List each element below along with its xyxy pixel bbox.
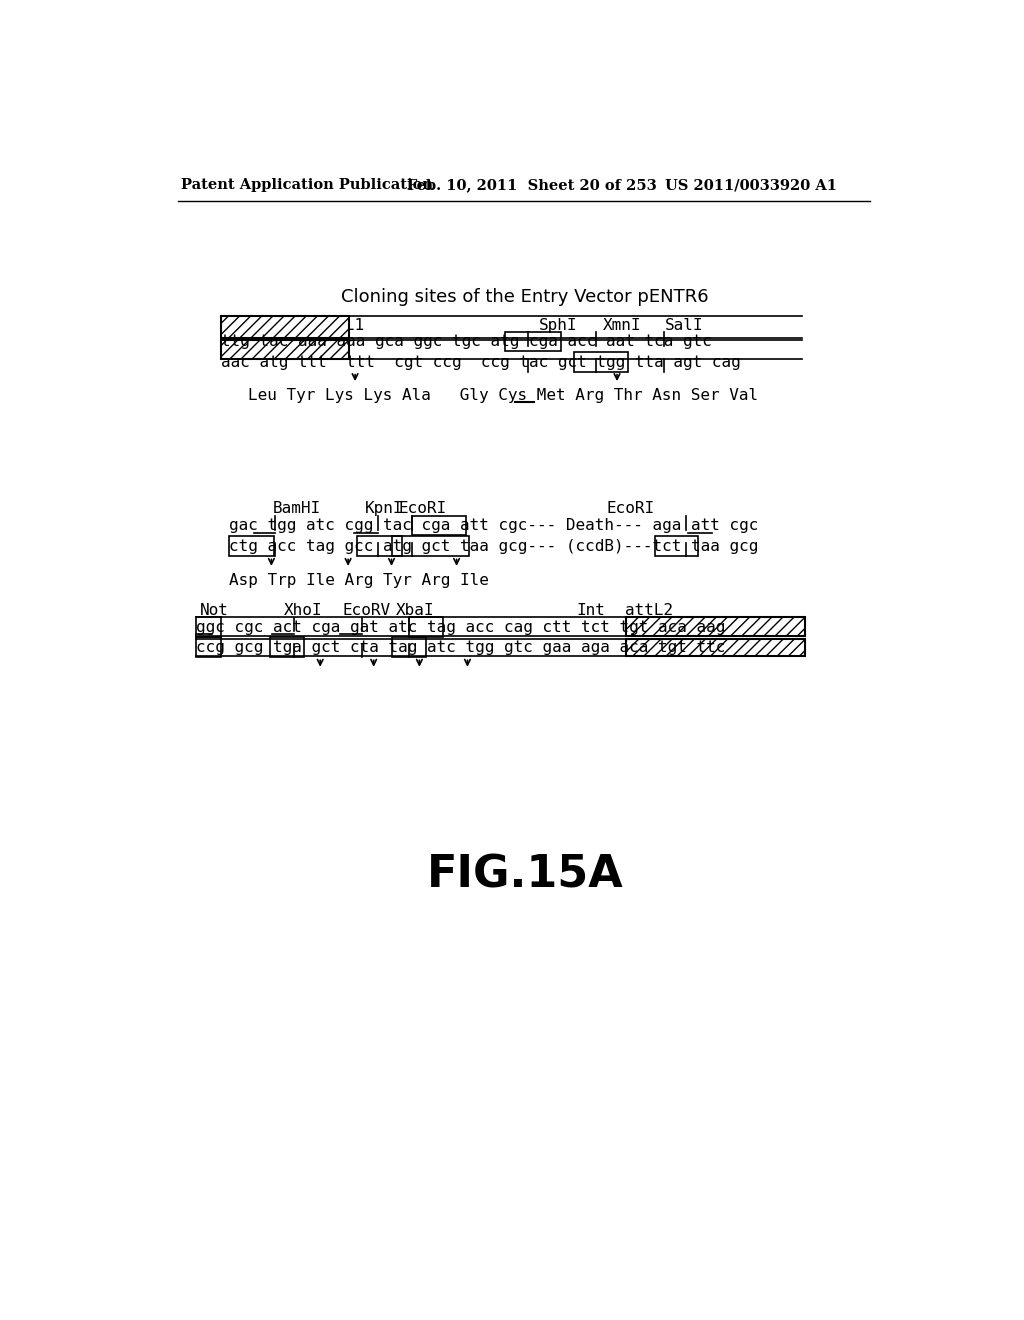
Text: gac tgg atc cgg tac cga att cgc--- Death--- aga att cgc: gac tgg atc cgg tac cga att cgc--- Death… — [228, 519, 758, 533]
Text: Cloning sites of the Entry Vector pENTR6: Cloning sites of the Entry Vector pENTR6 — [341, 288, 709, 306]
Text: FIG.15A: FIG.15A — [426, 853, 624, 896]
Text: BamHI: BamHI — [272, 502, 321, 516]
Text: SalI: SalI — [666, 318, 703, 333]
Bar — [627, 639, 805, 656]
Bar — [221, 317, 349, 338]
Bar — [221, 341, 349, 359]
Text: EcoRI: EcoRI — [398, 502, 446, 516]
Text: aac atg ttt  ttt  cgt ccg  ccg tac gct tgg tta agt cag: aac atg ttt ttt cgt ccg ccg tac gct tgg … — [221, 355, 740, 370]
Text: ctg acc tag gcc atg gct taa gcg--- (ccdB)---tct taa gcg: ctg acc tag gcc atg gct taa gcg--- (ccdB… — [228, 539, 758, 554]
Text: attL1: attL1 — [315, 318, 364, 333]
Text: Feb. 10, 2011  Sheet 20 of 253: Feb. 10, 2011 Sheet 20 of 253 — [407, 178, 656, 193]
Text: ccg gcg tga gct cta tag atc tgg gtc gaa aga aca tgt ttc: ccg gcg tga gct cta tag atc tgg gtc gaa … — [197, 640, 726, 655]
Text: attL2: attL2 — [625, 603, 673, 618]
Bar — [627, 618, 805, 636]
Text: Leu Tyr Lys Lys Ala   Gly Cys Met Arg Thr Asn Ser Val: Leu Tyr Lys Lys Ala Gly Cys Met Arg Thr … — [248, 388, 758, 403]
Text: Int: Int — [577, 603, 605, 618]
Text: SphI: SphI — [539, 318, 578, 333]
Text: XbaI: XbaI — [395, 603, 434, 618]
Text: EcoRV: EcoRV — [343, 603, 391, 618]
Text: XhoI: XhoI — [284, 603, 323, 618]
Text: ttg tac aaa aaa gca ggc tgc atg cga acc aat tca gtc: ttg tac aaa aaa gca ggc tgc atg cga acc … — [221, 334, 712, 350]
Text: ggc cgc act cga gat atc tag acc cag ctt tct tgt aca aag: ggc cgc act cga gat atc tag acc cag ctt … — [197, 620, 726, 635]
Text: Not: Not — [201, 603, 229, 618]
Text: Int: Int — [257, 318, 286, 333]
Text: KpnI: KpnI — [365, 502, 403, 516]
Text: XmnI: XmnI — [603, 318, 642, 333]
Text: EcoRI: EcoRI — [606, 502, 654, 516]
Text: Asp Trp Ile Arg Tyr Arg Ile: Asp Trp Ile Arg Tyr Arg Ile — [228, 573, 488, 587]
Text: Patent Application Publication: Patent Application Publication — [180, 178, 433, 193]
Text: US 2011/0033920 A1: US 2011/0033920 A1 — [665, 178, 837, 193]
